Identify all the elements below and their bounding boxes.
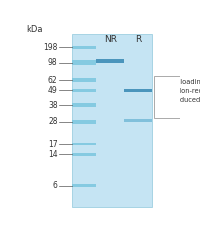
Bar — [72, 103, 96, 107]
Bar — [72, 143, 96, 145]
Bar — [72, 78, 96, 82]
Text: 17: 17 — [48, 140, 58, 149]
Text: 2.5 μg loading
NR = Non-reduced
R = Reduced: 2.5 μg loading NR = Non-reduced R = Redu… — [157, 79, 200, 103]
Bar — [72, 34, 152, 207]
Bar — [72, 153, 96, 156]
Text: 14: 14 — [48, 150, 58, 159]
Text: 38: 38 — [48, 101, 58, 110]
Text: R: R — [135, 35, 141, 44]
Text: 62: 62 — [48, 76, 58, 85]
Text: 98: 98 — [48, 58, 58, 67]
Bar — [72, 89, 96, 92]
Bar — [124, 119, 152, 122]
Bar — [124, 89, 152, 92]
Bar — [72, 60, 96, 65]
Bar — [72, 45, 96, 49]
Text: 6: 6 — [53, 181, 58, 190]
Text: 49: 49 — [48, 86, 58, 95]
Bar — [72, 185, 96, 187]
Bar — [96, 59, 124, 63]
Text: 198: 198 — [43, 43, 58, 52]
Text: 28: 28 — [48, 117, 58, 126]
Text: NR: NR — [104, 35, 117, 44]
Bar — [72, 120, 96, 124]
FancyBboxPatch shape — [154, 76, 180, 118]
Text: kDa: kDa — [26, 25, 42, 34]
